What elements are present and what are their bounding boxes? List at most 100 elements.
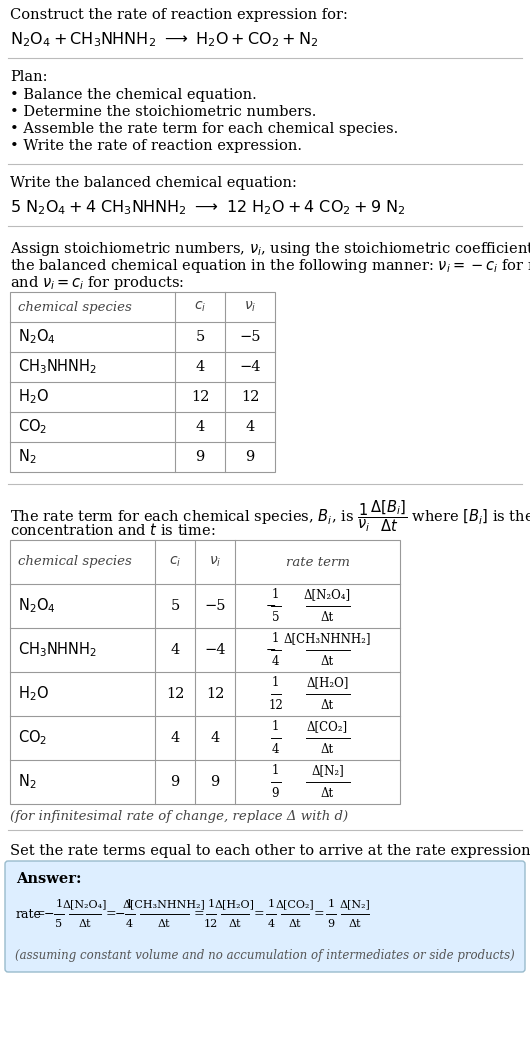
- Text: $\nu_i$: $\nu_i$: [244, 300, 256, 314]
- Text: $c_i$: $c_i$: [169, 554, 181, 569]
- Text: 4: 4: [196, 360, 205, 374]
- Text: 1: 1: [272, 676, 279, 689]
- Text: (for infinitesimal rate of change, replace Δ with d): (for infinitesimal rate of change, repla…: [10, 810, 348, 823]
- Text: 1: 1: [126, 899, 133, 909]
- Text: chemical species: chemical species: [18, 555, 132, 568]
- Bar: [10, 540, 400, 804]
- Text: $\mathrm{H_2O}$: $\mathrm{H_2O}$: [18, 685, 49, 703]
- Text: 1: 1: [56, 899, 63, 909]
- Text: Construct the rate of reaction expression for:: Construct the rate of reaction expressio…: [10, 8, 348, 22]
- Text: 4: 4: [210, 731, 219, 745]
- Text: • Assemble the rate term for each chemical species.: • Assemble the rate term for each chemic…: [10, 122, 398, 136]
- Text: (assuming constant volume and no accumulation of intermediates or side products): (assuming constant volume and no accumul…: [15, 950, 515, 962]
- Text: 9: 9: [210, 775, 219, 789]
- Text: −: −: [266, 599, 276, 613]
- Text: 1: 1: [272, 764, 279, 777]
- Text: Δt: Δt: [321, 611, 334, 624]
- Text: 12: 12: [166, 687, 184, 701]
- Text: Δ[CH₃NHNH₂]: Δ[CH₃NHNH₂]: [123, 899, 206, 909]
- Text: 1: 1: [328, 899, 334, 909]
- Text: 12: 12: [191, 390, 209, 404]
- Text: −4: −4: [239, 360, 261, 374]
- Text: $\mathrm{CH_3NHNH_2}$: $\mathrm{CH_3NHNH_2}$: [18, 640, 97, 659]
- Text: Δt: Δt: [321, 655, 334, 668]
- Text: $\mathrm{N_2O_4}$: $\mathrm{N_2O_4}$: [18, 596, 56, 615]
- Text: 12: 12: [206, 687, 224, 701]
- Text: 1: 1: [272, 632, 279, 645]
- Text: =: =: [105, 908, 116, 920]
- Text: Assign stoichiometric numbers, $\nu_i$, using the stoichiometric coefficients, $: Assign stoichiometric numbers, $\nu_i$, …: [10, 240, 530, 258]
- Text: Δ[N₂]: Δ[N₂]: [340, 899, 370, 909]
- Text: 5: 5: [56, 919, 63, 929]
- Text: 4: 4: [272, 743, 279, 756]
- Text: rate: rate: [16, 908, 42, 920]
- Text: 4: 4: [245, 420, 254, 434]
- FancyBboxPatch shape: [5, 861, 525, 972]
- Text: Plan:: Plan:: [10, 70, 48, 84]
- Text: The rate term for each chemical species, $B_i$, is $\dfrac{1}{\nu_i}\dfrac{\Delt: The rate term for each chemical species,…: [10, 498, 530, 533]
- Text: 12: 12: [268, 699, 283, 712]
- Text: $c_i$: $c_i$: [194, 300, 206, 314]
- Text: $\mathrm{CO_2}$: $\mathrm{CO_2}$: [18, 417, 47, 436]
- Text: Δ[N₂O₄]: Δ[N₂O₄]: [304, 588, 351, 601]
- Text: $\mathrm{5\ N_2O_4 + 4\ CH_3NHNH_2\ \longrightarrow\ 12\ H_2O + 4\ CO_2 + 9\ N_2: $\mathrm{5\ N_2O_4 + 4\ CH_3NHNH_2\ \lon…: [10, 198, 405, 217]
- Text: $\mathrm{N_2}$: $\mathrm{N_2}$: [18, 448, 37, 467]
- Text: =: =: [254, 908, 264, 920]
- Text: $\mathrm{N_2}$: $\mathrm{N_2}$: [18, 773, 37, 792]
- Text: 4: 4: [268, 919, 275, 929]
- Text: Δ[N₂O₄]: Δ[N₂O₄]: [63, 899, 107, 909]
- Text: 4: 4: [170, 643, 180, 657]
- Text: concentration and $t$ is time:: concentration and $t$ is time:: [10, 522, 216, 538]
- Text: 1: 1: [268, 899, 275, 909]
- Text: =: =: [194, 908, 205, 920]
- Text: 5: 5: [170, 599, 180, 613]
- Text: Δ[CH₃NHNH₂]: Δ[CH₃NHNH₂]: [284, 632, 371, 645]
- Text: Δ[H₂O]: Δ[H₂O]: [306, 676, 349, 689]
- Text: 1: 1: [272, 588, 279, 601]
- Text: $\mathrm{N_2O_4 + CH_3NHNH_2\ \longrightarrow\ H_2O + CO_2 + N_2}$: $\mathrm{N_2O_4 + CH_3NHNH_2\ \longright…: [10, 30, 319, 49]
- Text: Δ[N₂]: Δ[N₂]: [311, 764, 344, 777]
- Bar: [10, 292, 275, 472]
- Text: −5: −5: [204, 599, 226, 613]
- Text: $\mathrm{H_2O}$: $\mathrm{H_2O}$: [18, 388, 49, 406]
- Text: −: −: [44, 908, 55, 920]
- Text: $\mathrm{N_2O_4}$: $\mathrm{N_2O_4}$: [18, 327, 56, 346]
- Text: −4: −4: [204, 643, 226, 657]
- Text: 9: 9: [272, 787, 279, 800]
- Text: =: =: [314, 908, 324, 920]
- Text: $\nu_i$: $\nu_i$: [209, 554, 221, 569]
- Text: −: −: [266, 643, 276, 657]
- Text: Δt: Δt: [321, 699, 334, 712]
- Text: • Balance the chemical equation.: • Balance the chemical equation.: [10, 88, 257, 103]
- Text: Answer:: Answer:: [16, 872, 82, 886]
- Text: =: =: [35, 908, 46, 920]
- Text: 5: 5: [272, 611, 279, 624]
- Text: Δt: Δt: [349, 919, 361, 929]
- Text: 9: 9: [170, 775, 180, 789]
- Text: 4: 4: [196, 420, 205, 434]
- Text: Δ[CO₂]: Δ[CO₂]: [307, 720, 348, 733]
- Text: Set the rate terms equal to each other to arrive at the rate expression:: Set the rate terms equal to each other t…: [10, 844, 530, 858]
- Text: and $\nu_i = c_i$ for products:: and $\nu_i = c_i$ for products:: [10, 274, 184, 292]
- Text: 4: 4: [170, 731, 180, 745]
- Text: Δt: Δt: [229, 919, 241, 929]
- Text: 9: 9: [196, 450, 205, 464]
- Text: Δ[H₂O]: Δ[H₂O]: [215, 899, 255, 909]
- Text: 9: 9: [245, 450, 254, 464]
- Text: Δt: Δt: [321, 743, 334, 756]
- Text: −5: −5: [239, 329, 261, 344]
- Text: −: −: [114, 908, 125, 920]
- Text: 9: 9: [328, 919, 334, 929]
- Text: 4: 4: [126, 919, 133, 929]
- Text: rate term: rate term: [286, 555, 349, 568]
- Text: 1: 1: [207, 899, 215, 909]
- Text: Δt: Δt: [78, 919, 91, 929]
- Text: $\mathrm{CO_2}$: $\mathrm{CO_2}$: [18, 729, 47, 747]
- Text: • Write the rate of reaction expression.: • Write the rate of reaction expression.: [10, 139, 302, 153]
- Text: Δt: Δt: [289, 919, 301, 929]
- Text: 12: 12: [241, 390, 259, 404]
- Text: Δt: Δt: [158, 919, 171, 929]
- Text: 4: 4: [272, 655, 279, 668]
- Text: • Determine the stoichiometric numbers.: • Determine the stoichiometric numbers.: [10, 105, 316, 119]
- Text: 1: 1: [272, 720, 279, 733]
